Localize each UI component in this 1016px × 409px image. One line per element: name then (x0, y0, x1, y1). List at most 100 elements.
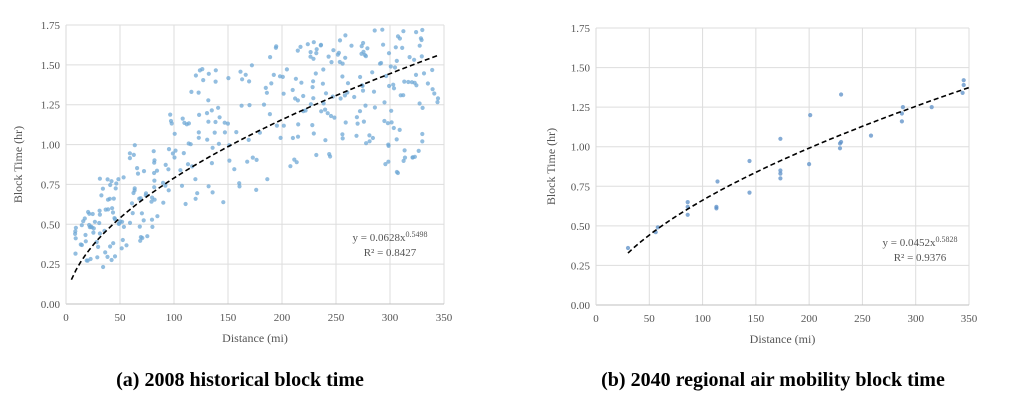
data-point (332, 115, 337, 120)
data-point (127, 156, 132, 161)
data-point (96, 244, 101, 249)
data-point (154, 168, 160, 173)
data-point (263, 85, 268, 90)
data-point (961, 78, 966, 83)
data-point (328, 113, 334, 119)
data-point (393, 45, 398, 50)
data-point (150, 224, 155, 229)
y-tick-label: 0.25 (571, 260, 591, 272)
x-tick-label: 100 (166, 312, 183, 324)
data-point (100, 186, 105, 191)
data-point (221, 200, 226, 205)
data-point (213, 68, 218, 73)
data-point (145, 234, 150, 239)
x-tick-label: 100 (694, 313, 711, 325)
data-point (273, 45, 278, 50)
data-point (234, 130, 239, 135)
data-point (381, 42, 386, 47)
data-point (354, 133, 359, 138)
data-point (274, 123, 279, 128)
data-point (420, 139, 425, 144)
data-point (97, 220, 102, 226)
data-point (179, 183, 185, 188)
data-point (395, 170, 400, 176)
data-point (367, 139, 372, 144)
data-point (808, 113, 813, 118)
trend-r-squared: R² = 0.8427 (364, 247, 417, 259)
data-point (960, 90, 965, 95)
data-point (152, 170, 157, 176)
data-point (226, 76, 231, 81)
data-point (261, 102, 267, 107)
data-point (320, 81, 325, 86)
data-point (130, 211, 135, 216)
data-point (425, 81, 430, 86)
data-point (361, 119, 366, 124)
x-tick-label: 250 (328, 312, 345, 324)
data-point (328, 154, 333, 159)
data-point (109, 257, 114, 263)
data-point (182, 120, 187, 125)
data-point (209, 108, 214, 113)
data-point (281, 91, 286, 96)
data-point (210, 145, 215, 150)
data-point (338, 96, 343, 101)
data-point (323, 107, 328, 112)
trend-line (627, 86, 970, 254)
data-point (254, 187, 259, 192)
y-tick-label: 1.25 (571, 102, 591, 114)
data-point (419, 54, 424, 59)
data-point (73, 251, 78, 256)
data-point (185, 162, 191, 167)
data-point (193, 177, 198, 182)
data-point (389, 108, 394, 113)
x-tick-label: 200 (274, 312, 291, 324)
data-point (195, 191, 200, 196)
data-point (417, 43, 422, 48)
x-tick-label: 200 (801, 313, 818, 325)
data-point (188, 142, 193, 147)
x-tick-label: 50 (644, 313, 656, 325)
data-point (112, 254, 118, 259)
data-point (380, 27, 385, 32)
caption-a: (a) 2008 historical block time (116, 369, 364, 391)
x-axis-title: Distance (mi) (222, 331, 288, 345)
data-point (278, 135, 283, 140)
data-point (172, 155, 177, 160)
data-point (135, 166, 140, 171)
data-point (331, 48, 336, 53)
data-point (402, 148, 407, 153)
x-tick-label: 250 (854, 313, 871, 325)
data-point (318, 43, 323, 48)
data-point (295, 134, 301, 139)
y-tick-label: 0.75 (571, 181, 591, 193)
data-point (409, 80, 414, 85)
data-point (238, 69, 243, 74)
data-point (254, 157, 259, 162)
y-axis-title: Block Time (hr) (11, 126, 25, 203)
data-point (358, 74, 363, 80)
x-tick-label: 150 (748, 313, 765, 325)
data-point (288, 164, 293, 169)
data-point (430, 67, 435, 73)
x-tick-label: 350 (436, 312, 453, 324)
data-point (435, 96, 441, 101)
data-point (135, 171, 141, 176)
y-tick-label: 0.75 (41, 179, 61, 191)
data-point (337, 38, 343, 43)
data-point (121, 175, 126, 180)
data-point (313, 71, 318, 76)
data-point (197, 112, 202, 117)
data-point (372, 105, 377, 110)
data-point (264, 90, 269, 95)
data-point (206, 71, 211, 76)
data-point (149, 199, 154, 204)
data-point (311, 40, 316, 45)
data-point (73, 225, 78, 230)
data-point (127, 220, 133, 225)
y-tick-label: 1.00 (41, 140, 61, 152)
data-point (213, 79, 218, 84)
data-point (116, 177, 121, 182)
data-point (394, 137, 399, 142)
data-point (108, 182, 113, 188)
